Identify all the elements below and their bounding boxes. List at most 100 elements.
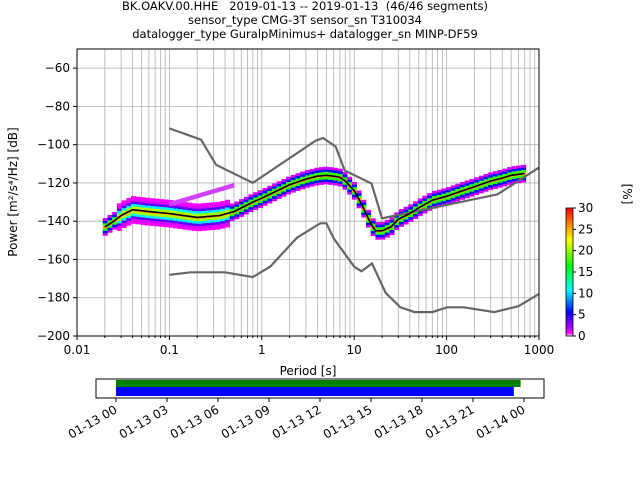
heatmap-cell	[121, 202, 127, 206]
heatmap-cell	[267, 200, 273, 204]
heatmap-cell	[243, 199, 249, 203]
heatmap-cell	[474, 179, 480, 183]
heatmap-cell	[182, 206, 188, 210]
heatmap-cell	[492, 186, 498, 189]
heatmap-cell	[455, 193, 461, 197]
heatmap-cell	[140, 222, 146, 225]
heatmap-cell	[380, 234, 386, 238]
heatmap-cell	[177, 208, 183, 212]
heatmap-cell	[173, 215, 179, 219]
heatmap-cell	[408, 209, 414, 213]
heatmap-cell	[182, 224, 188, 228]
heatmap-cell	[342, 172, 348, 175]
heatmap-cell	[248, 199, 254, 203]
heatmap-cell	[171, 201, 175, 206]
heatmap-cell	[130, 203, 136, 207]
heatmap-cell	[431, 190, 437, 194]
heatmap-cell	[243, 201, 249, 205]
heatmap-cell	[380, 221, 386, 225]
heatmap-cell	[187, 227, 193, 231]
heatmap-cell	[149, 218, 155, 221]
heatmap-cell	[408, 216, 414, 220]
heatmap-cell	[337, 173, 343, 177]
heatmap-cell	[271, 193, 277, 197]
heatmap-cell	[267, 185, 273, 189]
heatmap-cell	[168, 219, 174, 223]
heatmap-cell	[186, 196, 190, 202]
heatmap-cell	[253, 197, 259, 200]
heatmap-cell	[290, 179, 296, 183]
heatmap-cell	[140, 217, 146, 220]
heatmap-cell	[215, 226, 221, 230]
heatmap-cell	[243, 211, 249, 215]
heatmap-cell	[248, 206, 254, 210]
heatmap-cell	[497, 170, 503, 173]
heatmap-cell	[112, 216, 118, 220]
heatmap-cell	[361, 209, 367, 213]
heatmap-cell	[182, 204, 188, 208]
colorbar-tick-label: 20	[578, 244, 593, 258]
heatmap-cell	[309, 171, 315, 175]
heatmap-cell	[210, 207, 216, 211]
plot-frame	[76, 48, 540, 337]
heatmap-cell	[112, 224, 118, 228]
heatmap-cell	[271, 188, 277, 192]
heatmap-cell	[182, 219, 188, 223]
heatmap-cell	[196, 208, 202, 212]
heatmap-cell	[187, 217, 193, 221]
heatmap-cell	[210, 209, 216, 213]
heatmap-cell	[135, 196, 141, 200]
heatmap-cell	[441, 198, 447, 202]
heatmap-cell	[107, 229, 113, 233]
heatmap-cell	[215, 204, 221, 208]
heatmap-cell	[126, 203, 132, 206]
colorbar-tick-label: 0	[578, 329, 586, 343]
heatmap-cell	[229, 213, 235, 217]
heatmap-cell	[216, 187, 220, 193]
heatmap-cell	[464, 192, 470, 196]
heatmap-cell	[140, 207, 146, 210]
heatmap-cell	[398, 221, 404, 225]
heatmap-cell	[455, 198, 461, 202]
heatmap-cell	[224, 217, 230, 220]
heatmap-cell	[337, 168, 343, 172]
heatmap-cell	[257, 195, 263, 198]
heatmap-cell	[300, 186, 306, 190]
heatmap-cell	[215, 216, 221, 220]
heatmap-cell	[300, 171, 306, 175]
heatmap-cell	[130, 201, 136, 204]
heatmap-cell	[177, 206, 183, 210]
heatmap-cell	[328, 177, 334, 180]
heatmap-cell	[215, 224, 221, 228]
y-tick-label: −140	[37, 214, 70, 228]
heatmap-cell	[102, 227, 108, 231]
heatmap-cell	[190, 195, 194, 200]
heatmap-cell	[356, 195, 362, 199]
heatmap-cell	[135, 211, 141, 215]
heatmap-cell	[196, 213, 202, 217]
y-tick-label: −80	[45, 99, 70, 113]
heatmap-cell	[516, 167, 522, 171]
heatmap-cell	[130, 196, 136, 199]
heatmap-cell	[182, 221, 188, 225]
heatmap-cell	[474, 189, 480, 193]
heatmap-cell	[173, 200, 177, 206]
heatmap-cell	[182, 197, 185, 203]
heatmap-cell	[436, 192, 442, 195]
heatmap-cell	[488, 187, 494, 191]
heatmap-cell	[455, 183, 461, 187]
heatmap-cell	[196, 228, 202, 232]
heatmap-cell	[177, 221, 183, 225]
heatmap-cell	[140, 212, 146, 215]
heatmap-cell	[295, 178, 301, 182]
y-axis-label: Power [m²/s⁴/Hz] [dB]	[6, 127, 20, 256]
heatmap-cell	[427, 198, 433, 201]
heatmap-cell	[182, 211, 188, 215]
heatmap-cell	[403, 206, 409, 210]
heatmap-cell	[145, 220, 151, 223]
heatmap-cell	[361, 212, 367, 216]
heatmap-cell	[304, 170, 310, 173]
heatmap-cell	[478, 178, 484, 181]
heatmap-cell	[441, 200, 447, 204]
y-tick-label: −180	[37, 291, 70, 305]
